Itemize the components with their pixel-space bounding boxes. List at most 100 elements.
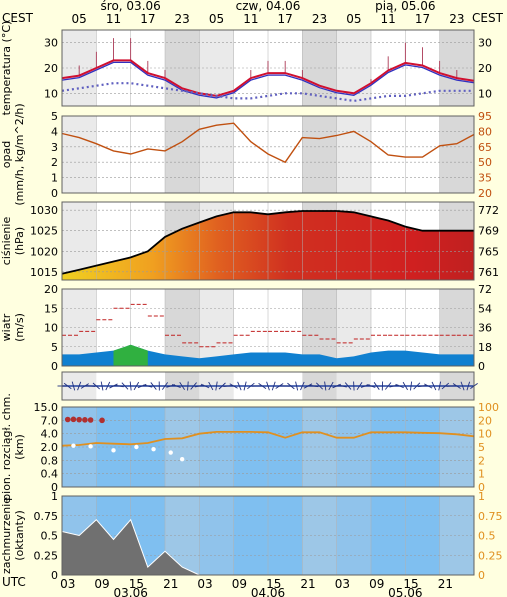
wind-direction-arrow — [190, 382, 197, 390]
wind-y2tick-label: 18 — [478, 341, 492, 354]
wind-direction-arrow — [324, 381, 327, 391]
wind-direction-arrow — [431, 381, 437, 391]
hour-label-bottom: 09 — [232, 577, 247, 591]
wind-direction-arrow — [466, 381, 471, 391]
wind-direction-arrow — [402, 381, 408, 391]
humidity-y2tick-label: 20 — [478, 187, 492, 200]
wind-direction-arrow — [247, 382, 255, 390]
humidity-y2tick-label: 80 — [478, 125, 492, 138]
wind-direction-arrow — [295, 381, 299, 391]
hour-label-top: 23 — [449, 12, 464, 26]
wind-direction-arrow — [438, 381, 442, 391]
wind-direction-arrow — [271, 381, 276, 391]
wind-ytick-label: 15 — [44, 302, 58, 315]
humidity-ytick-label: 3 — [51, 141, 58, 154]
visibility-y2tick-label: 20 — [478, 414, 492, 427]
wind-axis-label: (m/s) — [13, 313, 26, 342]
humidity-dawn-band — [199, 116, 234, 193]
hour-label-bottom: 15 — [403, 577, 418, 591]
wind-direction-arrow — [129, 381, 132, 391]
hour-label-bottom: 03 — [60, 577, 75, 591]
wind-direction-arrow — [114, 384, 124, 388]
cloudiness-ytick-label: 0 — [51, 569, 58, 582]
hour-label-top: 05 — [209, 12, 224, 26]
cloudiness-dawn-band — [199, 496, 234, 575]
humidity-ytick-label: 2 — [51, 156, 58, 169]
wind-ytick-label: 5 — [51, 341, 58, 354]
humidity-night-band — [165, 116, 200, 193]
humidity-ytick-label: 0 — [51, 187, 58, 200]
humidity-y2tick-label: 50 — [478, 156, 492, 169]
tz-label-left: CEST — [2, 11, 34, 25]
hour-label-bottom: 09 — [94, 577, 109, 591]
wind-direction-arrow — [105, 381, 111, 391]
temperature-ytick-label: 10 — [44, 87, 58, 100]
visibility-axis-label: (km) — [13, 434, 26, 460]
winddir-panel-border — [61, 371, 475, 401]
cloud-base-marker — [134, 444, 139, 450]
pressure-ytick-label: 1020 — [30, 245, 58, 258]
hour-label-bottom: 21 — [300, 577, 315, 591]
wind-direction-arrow — [200, 383, 210, 389]
humidity-axis-label: (mm/h, kg/m^2/h) — [13, 103, 26, 205]
wind-direction-arrow — [424, 383, 433, 389]
wind-direction-arrow — [395, 383, 404, 389]
hour-label-top: 17 — [278, 12, 293, 26]
wind-direction-arrow — [161, 382, 169, 390]
temperature-line — [61, 59, 475, 97]
visibility-y2tick-label: 10 — [478, 428, 492, 441]
pressure-ytick-label: 1015 — [30, 266, 58, 279]
wind-direction-arrow — [172, 384, 181, 388]
wind-panel-border — [61, 288, 475, 367]
wind-y2tick-label: 0 — [478, 360, 485, 373]
wind-direction-arrow — [187, 381, 189, 391]
temperature-night-band — [439, 30, 474, 106]
cloudiness-y2tick-label: 0 — [478, 569, 485, 582]
wind-direction-arrow — [223, 385, 233, 387]
cloud-base-marker — [71, 443, 76, 448]
temperature-ytick-label: 30 — [44, 37, 58, 50]
wind-night-band — [439, 289, 474, 366]
cloud-top-marker — [64, 416, 71, 423]
day-label-bottom: 04.06 — [251, 586, 285, 597]
cloud-top-marker — [87, 417, 94, 423]
humidity-y2tick-label: 65 — [478, 141, 492, 154]
humidity-night-band — [302, 116, 337, 193]
visibility-ytick-label: 7.0 — [41, 414, 59, 427]
humidity-night-band — [439, 116, 474, 193]
cloudiness-ytick-label: 1 — [51, 490, 58, 503]
wind-direction-arrow — [337, 384, 347, 388]
temperature-axis-label: temperatura (°C) — [0, 21, 13, 116]
pressure-y2tick-label: 761 — [478, 266, 499, 279]
wind-direction-arrow — [258, 383, 267, 389]
wind-direction-arrow — [410, 381, 413, 391]
pressure-panel-border — [61, 201, 475, 281]
cloudiness-y2tick-label: 0.5 — [478, 530, 496, 543]
visibility-ytick-label: 15.0 — [34, 401, 59, 414]
pressure-axis-label: ciśnienie — [0, 217, 13, 266]
hour-label-top: 17 — [415, 12, 430, 26]
wind-direction-arrow — [237, 381, 242, 391]
visibility-y2tick-label: 2 — [478, 454, 485, 467]
cloud-base-marker — [168, 450, 173, 455]
wind-y2tick-label: 36 — [478, 322, 492, 335]
wind-direction-arrow — [275, 383, 284, 389]
humidity-dawn-band — [336, 116, 371, 193]
cloudiness-axis-label: zachmurzenie — [0, 497, 13, 574]
wind-direction-arrow — [315, 382, 324, 390]
cloud-cover-area — [62, 519, 474, 575]
hour-label-bottom: 15 — [129, 577, 144, 591]
tz-label-right: CEST — [472, 11, 504, 25]
cloud-top-marker — [99, 417, 105, 424]
wind-direction-arrow — [328, 381, 334, 391]
pressure-y2tick-label: 765 — [478, 245, 499, 258]
temperature-min-line — [61, 61, 475, 99]
hour-label-bottom: 03 — [197, 577, 212, 591]
cloudiness-y2tick-label: 1 — [478, 490, 485, 503]
hour-label-top: 23 — [312, 12, 327, 26]
hour-label-top: 11 — [243, 12, 258, 26]
visibility-panel-border — [61, 406, 475, 488]
cloud-base-marker — [151, 447, 156, 452]
wind-direction-arrow — [71, 381, 76, 391]
visibility-ytick-label: 0.4 — [41, 468, 59, 481]
